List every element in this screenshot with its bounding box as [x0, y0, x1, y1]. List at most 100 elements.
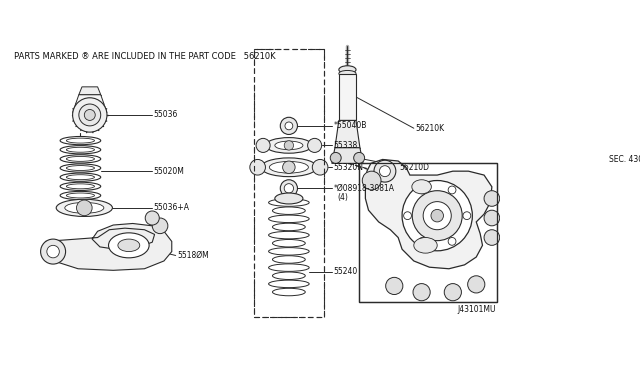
Circle shape	[330, 153, 341, 163]
Circle shape	[404, 212, 412, 219]
Circle shape	[448, 186, 456, 194]
Circle shape	[423, 202, 451, 230]
Text: PARTS MARKED ® ARE INCLUDED IN THE PART CODE   56210K: PARTS MARKED ® ARE INCLUDED IN THE PART …	[14, 52, 276, 61]
Circle shape	[284, 141, 294, 150]
Circle shape	[72, 98, 107, 132]
Circle shape	[40, 239, 65, 264]
Circle shape	[250, 160, 266, 175]
Text: 55036+A: 55036+A	[154, 203, 190, 212]
Ellipse shape	[109, 233, 149, 258]
Circle shape	[386, 278, 403, 295]
Circle shape	[413, 283, 430, 301]
Ellipse shape	[275, 193, 303, 204]
Ellipse shape	[67, 138, 95, 143]
Polygon shape	[72, 94, 107, 113]
Circle shape	[380, 166, 390, 177]
Text: 55240: 55240	[333, 267, 358, 276]
Circle shape	[145, 211, 159, 225]
Text: *Ø08918-3081A: *Ø08918-3081A	[333, 184, 394, 193]
Text: (4): (4)	[337, 193, 348, 202]
Circle shape	[419, 237, 426, 245]
Ellipse shape	[266, 138, 312, 153]
Ellipse shape	[269, 215, 309, 222]
Ellipse shape	[60, 191, 100, 200]
Circle shape	[256, 138, 270, 153]
Text: 55020M: 55020M	[154, 167, 185, 176]
Circle shape	[284, 184, 294, 193]
Ellipse shape	[67, 175, 95, 180]
Polygon shape	[335, 121, 360, 148]
Text: 55320N: 55320N	[333, 163, 364, 172]
Polygon shape	[339, 74, 356, 121]
Ellipse shape	[60, 145, 100, 154]
Ellipse shape	[273, 207, 305, 214]
Polygon shape	[45, 224, 172, 270]
Circle shape	[448, 237, 456, 245]
Ellipse shape	[56, 199, 113, 217]
Polygon shape	[332, 148, 363, 163]
Circle shape	[47, 246, 60, 258]
Circle shape	[463, 212, 471, 219]
Ellipse shape	[273, 272, 305, 279]
Circle shape	[84, 109, 95, 121]
Ellipse shape	[67, 193, 95, 198]
Ellipse shape	[339, 70, 356, 77]
Text: 56210D: 56210D	[400, 163, 429, 172]
Ellipse shape	[273, 223, 305, 231]
Ellipse shape	[269, 264, 309, 271]
Ellipse shape	[67, 166, 95, 170]
Circle shape	[374, 160, 396, 182]
Ellipse shape	[339, 66, 356, 74]
Ellipse shape	[118, 239, 140, 251]
Circle shape	[412, 191, 462, 241]
Circle shape	[362, 171, 381, 190]
Circle shape	[402, 180, 472, 251]
Circle shape	[152, 218, 168, 234]
Bar	[253, 49, 324, 317]
Circle shape	[79, 104, 100, 126]
Ellipse shape	[260, 158, 317, 177]
Text: 5518ØM: 5518ØM	[177, 251, 209, 260]
Ellipse shape	[269, 280, 309, 288]
Ellipse shape	[67, 157, 95, 161]
Ellipse shape	[269, 248, 309, 255]
Ellipse shape	[275, 141, 303, 150]
Text: SEC. 430: SEC. 430	[609, 155, 640, 164]
Polygon shape	[79, 87, 100, 94]
Circle shape	[484, 191, 500, 206]
Circle shape	[312, 160, 328, 175]
Ellipse shape	[414, 238, 437, 253]
Ellipse shape	[60, 173, 100, 181]
Ellipse shape	[273, 288, 305, 296]
Circle shape	[484, 210, 500, 226]
Circle shape	[419, 186, 426, 194]
Circle shape	[444, 283, 461, 301]
Circle shape	[308, 138, 322, 153]
Text: 56210K: 56210K	[415, 124, 444, 133]
Ellipse shape	[412, 180, 431, 194]
Ellipse shape	[67, 147, 95, 152]
Ellipse shape	[60, 155, 100, 163]
Circle shape	[354, 153, 365, 163]
Circle shape	[280, 180, 298, 197]
Text: 55036: 55036	[154, 110, 178, 119]
Circle shape	[285, 122, 292, 130]
Bar	[359, 163, 497, 302]
Ellipse shape	[60, 164, 100, 172]
Circle shape	[431, 209, 444, 222]
Ellipse shape	[269, 231, 309, 239]
Circle shape	[283, 161, 295, 173]
Ellipse shape	[60, 137, 100, 145]
Text: 55338: 55338	[333, 141, 358, 150]
Bar	[253, 49, 324, 317]
Circle shape	[468, 276, 485, 293]
Text: *55040B: *55040B	[333, 121, 367, 130]
Ellipse shape	[67, 184, 95, 189]
Ellipse shape	[273, 256, 305, 263]
Polygon shape	[365, 160, 492, 269]
Ellipse shape	[273, 240, 305, 247]
Ellipse shape	[60, 182, 100, 190]
Ellipse shape	[269, 161, 308, 173]
Circle shape	[280, 117, 298, 134]
Circle shape	[77, 200, 92, 216]
